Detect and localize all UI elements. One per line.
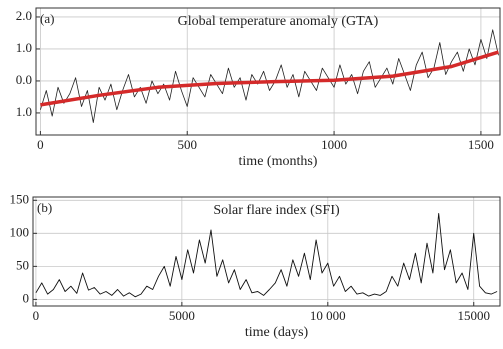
- x-tick-label: 0: [37, 137, 44, 152]
- y-tick-label: 150: [10, 191, 30, 206]
- plot-frame: [32, 196, 501, 307]
- y-tick-label: 100: [10, 224, 30, 239]
- y-tick-label: 50: [16, 257, 29, 272]
- x-tick-label: 1000: [321, 137, 347, 152]
- y-tick-label: 0.0: [16, 72, 32, 87]
- series-line: [40, 29, 499, 123]
- y-tick-label: 0: [23, 290, 30, 305]
- x-axis-label: time (months): [239, 154, 318, 169]
- panel-title: Global temperature anomaly (GTA): [178, 14, 379, 29]
- x-tick-label: 5000: [169, 308, 195, 323]
- panel-label: (a): [40, 11, 54, 26]
- panel-label: (b): [37, 200, 52, 215]
- y-tick-label: 2.0: [16, 8, 32, 23]
- y-tick-label: 1.0: [16, 104, 32, 119]
- series-line: [40, 50, 500, 107]
- y-tick-label: 1.0: [16, 40, 32, 55]
- series-line: [35, 213, 498, 298]
- x-axis-label: time (days): [245, 325, 309, 340]
- x-tick-label: 10 000: [310, 308, 346, 323]
- x-tick-label: 15000: [457, 308, 490, 323]
- x-tick-label: 500: [177, 137, 197, 152]
- x-tick-label: 0: [33, 308, 40, 323]
- panel-title: Solar flare index (SFI): [213, 203, 340, 218]
- plot-area: [33, 197, 500, 306]
- plot-frame: [35, 7, 501, 136]
- x-tick-label: 1500: [468, 137, 494, 152]
